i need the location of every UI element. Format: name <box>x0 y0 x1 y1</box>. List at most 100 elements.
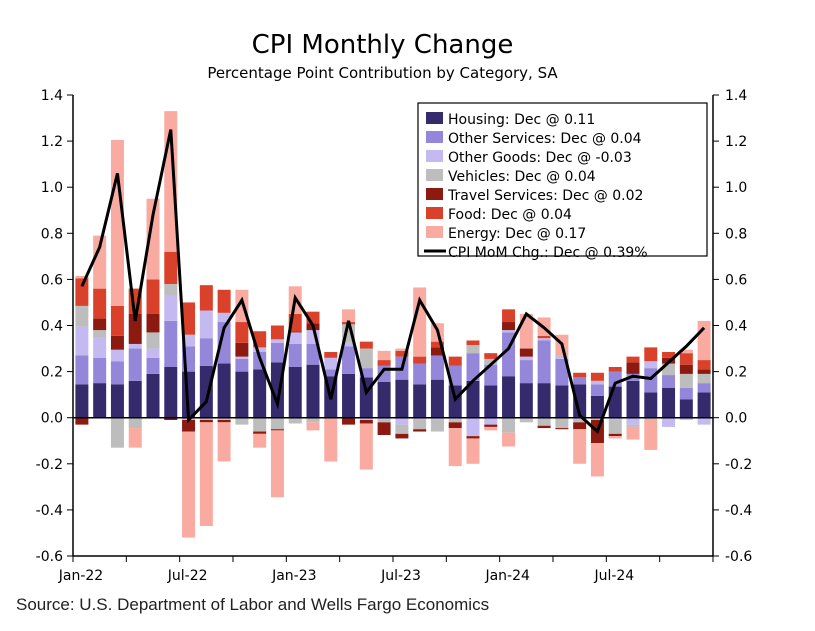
bar-other-services <box>199 338 213 366</box>
bar-travel-services <box>182 420 196 432</box>
y-tick-label-right: 0.4 <box>725 319 747 335</box>
y-tick-label-right: -0.2 <box>725 457 752 473</box>
bar-travel-services <box>253 431 267 434</box>
bar-other-goods <box>626 417 640 425</box>
bar-energy <box>644 420 658 450</box>
bar-other-services <box>93 357 107 384</box>
bar-energy <box>608 436 622 439</box>
bar-travel-services <box>430 347 444 356</box>
bar-housing <box>146 373 160 418</box>
bar-food <box>484 353 498 359</box>
bar-vehicles <box>128 417 142 429</box>
bar-other-goods <box>93 337 107 358</box>
bar-other-services <box>288 343 302 367</box>
bar-food <box>466 340 480 346</box>
bar-other-goods <box>270 339 284 343</box>
bar-other-services <box>306 343 320 365</box>
bar-other-services <box>466 353 480 381</box>
legend-swatch-travel-services <box>426 188 443 200</box>
bar-other-goods <box>590 380 604 385</box>
bar-housing <box>697 392 711 418</box>
bar-food <box>359 341 373 349</box>
bar-travel-services <box>164 417 178 421</box>
bar-housing <box>377 381 391 418</box>
bar-travel-services <box>519 348 533 357</box>
bar-other-goods <box>537 338 551 341</box>
y-tick-label-left: -0.2 <box>36 457 63 473</box>
bar-other-goods <box>519 356 533 361</box>
bar-food <box>395 350 409 357</box>
bar-travel-services <box>199 420 213 423</box>
y-tick-label-left: 0.2 <box>41 365 63 381</box>
bar-vehicles <box>502 417 516 433</box>
bar-vehicles <box>573 420 587 423</box>
bar-housing <box>342 373 356 418</box>
bar-other-services <box>75 355 89 385</box>
bar-travel-services <box>93 318 107 331</box>
bar-housing <box>590 395 604 418</box>
bar-other-services <box>679 387 693 400</box>
chart-title: CPI Monthly Change <box>251 30 514 60</box>
bar-food <box>182 302 196 335</box>
bar-housing <box>93 383 107 418</box>
bar-other-goods <box>555 355 569 359</box>
bar-other-services <box>270 342 284 363</box>
bar-vehicles <box>93 330 107 338</box>
bar-other-goods <box>395 417 409 425</box>
bar-energy <box>502 432 516 447</box>
bar-travel-services <box>697 369 711 374</box>
bar-other-services <box>537 340 551 384</box>
bar-food <box>110 305 124 336</box>
bar-other-goods <box>128 343 142 349</box>
bar-energy <box>573 429 587 464</box>
bar-other-goods <box>164 295 178 321</box>
source-note: Source: U.S. Department of Labor and Wel… <box>16 595 490 614</box>
y-tick-label-left: 1.0 <box>41 180 63 196</box>
y-tick-label-right: -0.4 <box>725 503 752 519</box>
bar-housing <box>217 363 231 418</box>
bar-other-goods <box>324 357 338 370</box>
bar-housing <box>466 380 480 418</box>
bar-food <box>679 353 693 365</box>
bar-other-services <box>519 360 533 384</box>
x-tick-label: Jan-23 <box>271 568 316 584</box>
bar-vehicles <box>413 420 427 430</box>
bar-other-goods <box>466 417 480 437</box>
bar-food <box>644 347 658 362</box>
bar-housing <box>199 365 213 418</box>
y-tick-label-left: -0.6 <box>36 549 63 565</box>
bar-vehicles <box>395 424 409 434</box>
bar-travel-services <box>128 313 142 344</box>
legend-label: Food: Dec @ 0.04 <box>448 207 572 223</box>
bar-food <box>662 352 676 358</box>
bar-other-goods <box>679 417 693 421</box>
legend-box <box>417 102 708 257</box>
bar-vehicles <box>288 417 302 424</box>
bar-other-services <box>413 363 427 385</box>
bar-travel-services <box>288 331 302 333</box>
bar-vehicles <box>253 417 267 432</box>
bar-vehicles <box>146 332 160 349</box>
bar-travel-services <box>537 425 551 429</box>
bar-housing <box>288 366 302 418</box>
bar-other-services <box>484 364 498 386</box>
y-tick-label-left: -0.4 <box>36 503 63 519</box>
bar-food <box>573 372 587 378</box>
bar-housing <box>644 392 658 418</box>
chart-subtitle: Percentage Point Contribution by Categor… <box>207 64 558 82</box>
legend-swatch-other-services <box>426 131 443 143</box>
bar-food <box>502 309 516 323</box>
bar-housing <box>448 385 462 418</box>
y-tick-label-right: 0.6 <box>725 272 747 288</box>
bar-other-goods <box>377 417 391 421</box>
y-tick-label-right: 1.0 <box>725 180 747 196</box>
bar-food <box>199 285 213 311</box>
bar-housing <box>306 364 320 418</box>
bar-travel-services <box>608 433 622 437</box>
bar-housing <box>626 380 640 418</box>
bar-travel-services <box>448 422 462 429</box>
bar-other-services <box>573 377 587 385</box>
bar-food <box>235 322 249 343</box>
bar-housing <box>75 384 89 418</box>
